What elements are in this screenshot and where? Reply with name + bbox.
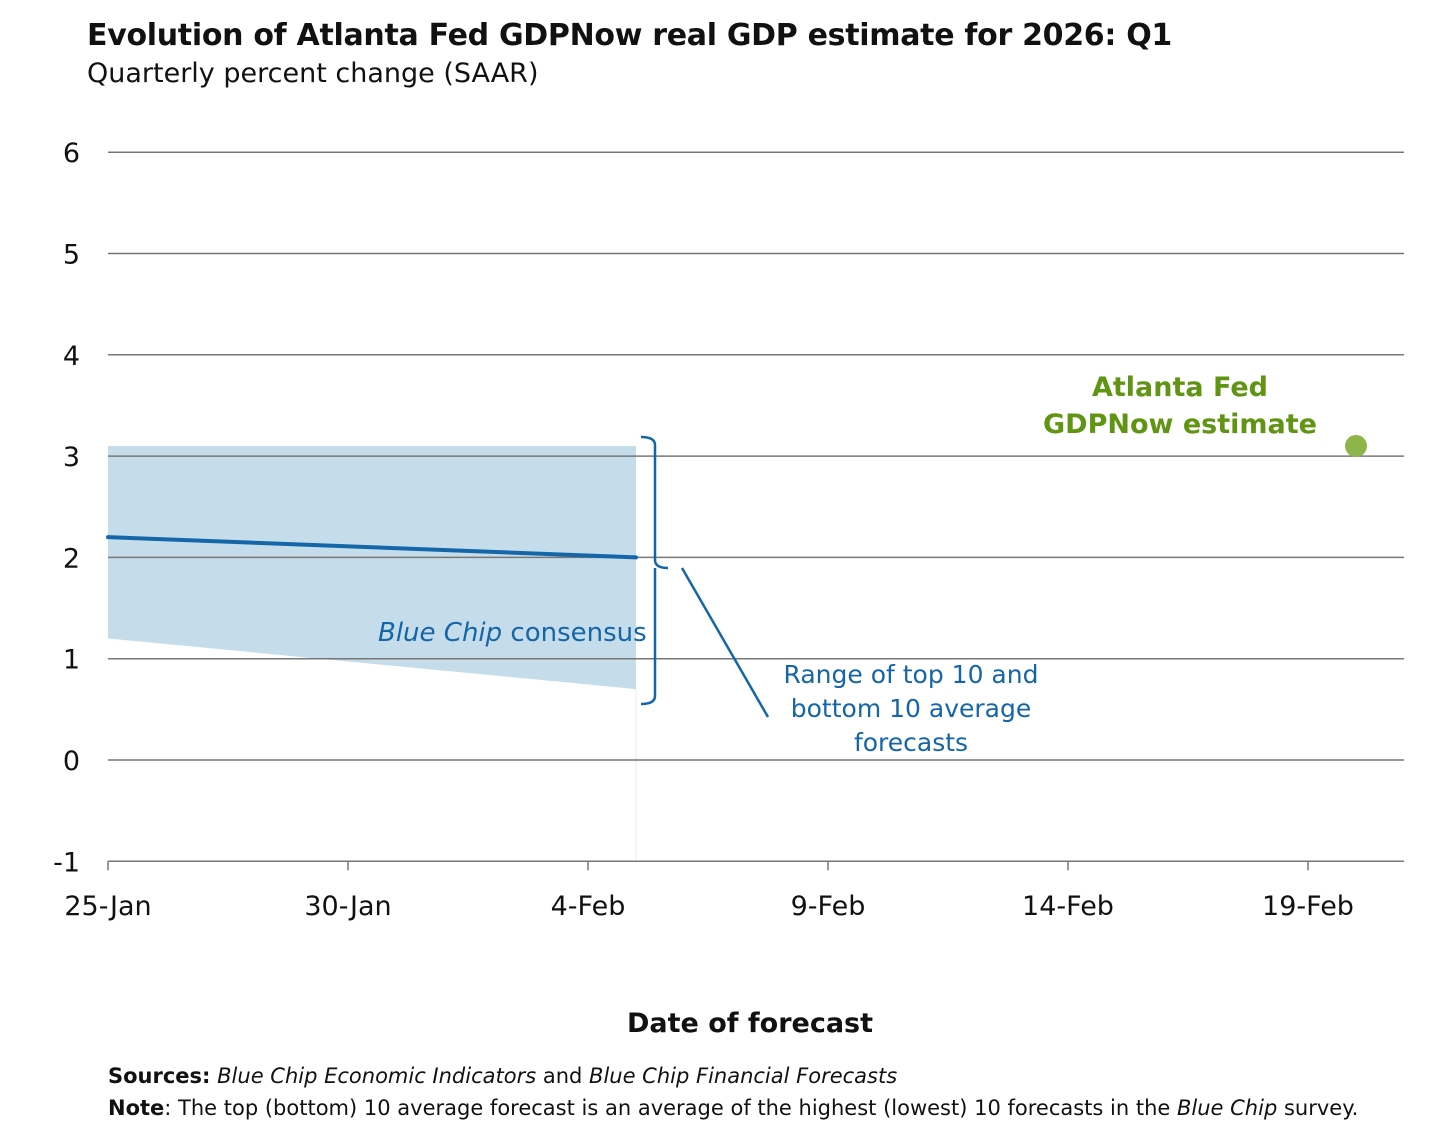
x-tick-label: 30-Jan [304,891,391,922]
sources-and: and [536,1064,590,1088]
chart-title: Evolution of Atlanta Fed GDPNow real GDP… [87,18,1172,53]
gdpnow-label-line: GDPNow estimate [1043,409,1317,440]
gdpnow-label-line: Atlanta Fed [1092,372,1268,403]
y-tick-label: 0 [63,746,80,777]
source-a: Blue Chip Economic Indicators [217,1064,537,1088]
range-bracket [640,435,669,706]
x-tick-label: 19-Feb [1262,891,1354,922]
chart-plot: -1 0 1 2 3 4 5 6 25-Jan 30-Jan 4-Feb 9-Feb 14-Feb 19-… [53,138,1404,922]
x-tick-label: 25-Jan [64,891,151,922]
source-b: Blue Chip Financial Forecasts [589,1064,898,1088]
note-end: survey. [1277,1096,1359,1120]
x-tick-label: 9-Feb [791,891,866,922]
chart-subtitle: Quarterly percent change (SAAR) [87,58,539,89]
x-axis-label: Date of forecast [626,1008,874,1039]
footnote: Note: The top (bottom) 10 average foreca… [108,1096,1358,1120]
note-label: Note [108,1096,165,1120]
forecast-range-band [108,445,636,690]
consensus-label: Blue Chip consensus [378,618,647,648]
x-tick-label: 14-Feb [1022,891,1114,922]
y-tick-label: 5 [63,240,80,271]
gdpnow-point [1345,434,1367,457]
sources-note: Sources: Blue Chip Economic Indicators a… [108,1064,897,1088]
y-tick-label: 4 [63,341,80,372]
consensus-line [106,535,638,560]
range-label-line: forecasts [854,728,968,757]
consensus-label-rest: consensus [502,618,647,648]
y-tick-label: 1 [63,645,80,676]
sources-label: Sources: [108,1064,211,1088]
note-italic: Blue Chip [1176,1096,1278,1120]
range-label-line: bottom 10 average [791,694,1031,723]
note-text: : The top (bottom) 10 average forecast i… [164,1096,1177,1120]
y-tick-label: -1 [53,847,80,878]
y-tick-label: 3 [63,442,80,473]
range-label-line: Range of top 10 and [784,660,1039,689]
range-pointer-line [680,567,770,718]
y-tick-label: 6 [63,138,80,169]
x-tick-label: 4-Feb [551,891,626,922]
y-tick-label: 2 [63,543,80,574]
consensus-label-italic: Blue Chip [378,618,502,648]
